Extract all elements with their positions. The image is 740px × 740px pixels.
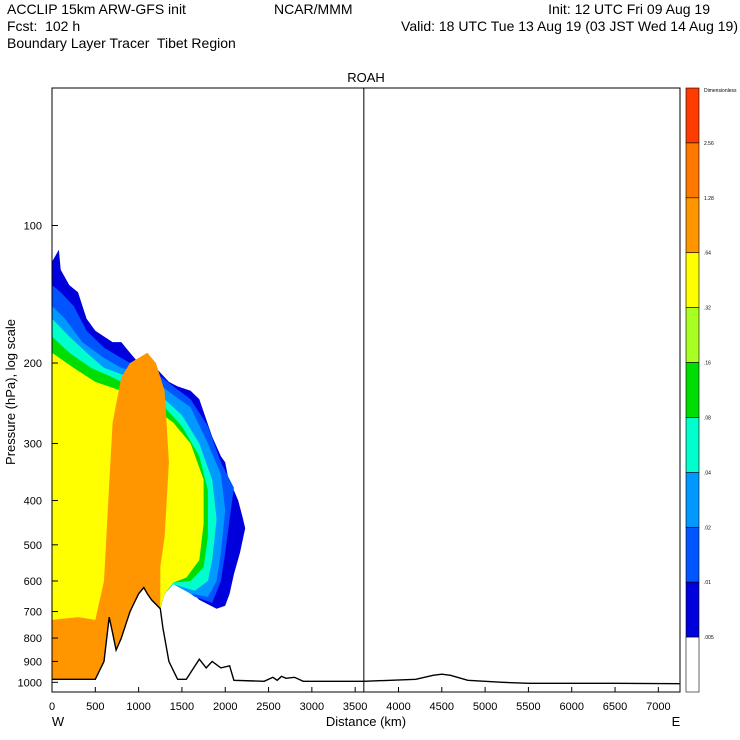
x-tick-label: 1500 <box>170 701 194 713</box>
y-tick-label: 100 <box>24 221 42 233</box>
header-line3-left: Boundary Layer Tracer Tibet Region <box>7 35 236 51</box>
x-tick-label: 5500 <box>516 701 540 713</box>
y-tick-label: 1000 <box>18 677 42 689</box>
header-line2-right: Valid: 18 UTC Tue 13 Aug 19 (03 JST Wed … <box>401 18 738 34</box>
terrain-mask <box>52 587 680 692</box>
colorbar-swatch <box>685 636 700 693</box>
header-line1-right: Init: 12 UTC Fri 09 Aug 19 <box>548 1 710 17</box>
x-tick-label: 2000 <box>213 701 237 713</box>
colorbar-swatch <box>685 87 700 144</box>
x-tick-label: 4500 <box>430 701 454 713</box>
x-tick-label: 2500 <box>256 701 280 713</box>
colorbar-label: .005 <box>704 635 714 641</box>
y-tick-label: 200 <box>24 358 42 370</box>
colorbar-swatch <box>685 417 700 473</box>
colorbar-label: Dimensionless <box>704 88 737 94</box>
colorbar-label: .01 <box>704 580 711 586</box>
x-tick-label: 500 <box>86 701 104 713</box>
terrain-layer <box>52 586 680 692</box>
y-tick-label: 500 <box>24 540 42 552</box>
y-tick-label: 400 <box>24 496 42 508</box>
tracer-contour-6 <box>52 352 169 680</box>
x-tick-label: 0 <box>49 701 55 713</box>
colorbar-label: .64 <box>704 251 711 257</box>
chart-title: ROAH <box>347 70 385 85</box>
y-tick-label: 300 <box>24 438 42 450</box>
colorbar-swatch <box>685 197 700 254</box>
y-axis-title: Pressure (hPa), log scale <box>3 319 18 465</box>
x-tick-label: 6000 <box>559 701 583 713</box>
x-tick-label: 3500 <box>343 701 367 713</box>
x-axis-ticks: 0 500 1000 1500 2000 2500 3000 3500 4000 4500 5000… <box>49 687 671 713</box>
x-end-label-east: E <box>672 714 681 729</box>
colorbar-label: .04 <box>704 470 711 476</box>
colorbar-swatch <box>685 526 700 583</box>
colorbar-swatch <box>685 472 700 528</box>
colorbar: Dimensionless 2.56 1.28 .64 .32 .16 .08 .04 .02.… <box>685 87 737 693</box>
y-tick-label: 800 <box>24 633 42 645</box>
header-line1-mid: NCAR/MMM <box>274 1 353 17</box>
y-tick-label: 900 <box>24 656 42 668</box>
y-tick-label: 700 <box>24 607 42 619</box>
y-axis-ticks: 100 200 300 400 500 600 700 800 900 1000 <box>18 221 58 689</box>
x-end-label-west: W <box>52 714 65 729</box>
x-tick-label: 7000 <box>646 701 670 713</box>
x-axis-title: Distance (km) <box>326 714 406 729</box>
colorbar-label: .32 <box>704 306 711 312</box>
x-tick-label: 4000 <box>386 701 410 713</box>
x-tick-label: 1000 <box>126 701 150 713</box>
colorbar-swatch <box>685 362 700 418</box>
colorbar-swatch <box>685 581 700 638</box>
x-tick-label: 5000 <box>473 701 497 713</box>
terrain-outline <box>52 586 680 685</box>
colorbar-swatch <box>685 252 700 308</box>
colorbar-label: 2.56 <box>704 141 714 147</box>
header-line2-left: Fcst: 102 h <box>7 18 81 34</box>
x-tick-label: 6500 <box>603 701 627 713</box>
colorbar-swatch <box>685 307 700 363</box>
colorbar-label: 1.28 <box>704 196 714 202</box>
header-line1-left: ACCLIP 15km ARW-GFS init <box>7 1 186 17</box>
colorbar-label: .08 <box>704 415 711 421</box>
colorbar-swatch <box>685 142 700 199</box>
tracer-field-layer <box>52 249 246 680</box>
colorbar-label: .16 <box>704 361 711 367</box>
y-tick-label: 600 <box>24 576 42 588</box>
colorbar-label: .02 <box>704 525 711 531</box>
x-tick-label: 3000 <box>300 701 324 713</box>
plot-frame <box>51 87 681 693</box>
